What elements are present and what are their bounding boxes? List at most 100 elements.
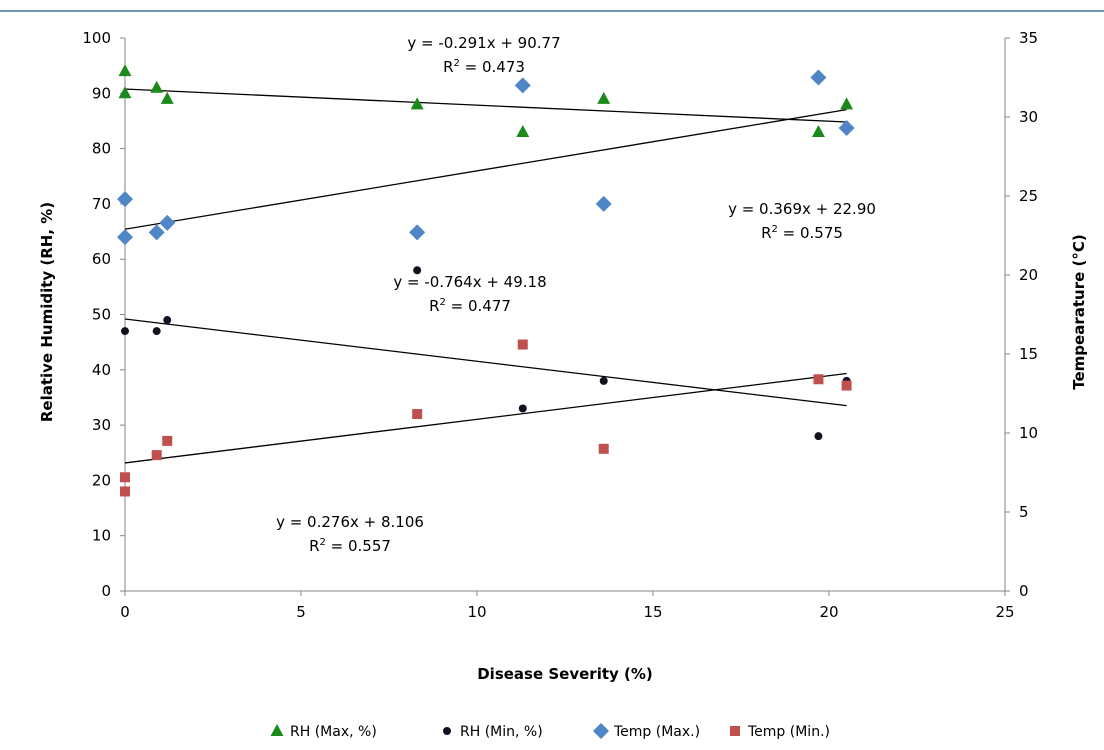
legend-marker-square [730,726,740,736]
r-squared-exponent: 2 [454,58,460,69]
r-squared-exponent: 2 [440,297,446,308]
data-point-square [120,472,130,483]
data-point-circle [599,376,608,385]
data-point-diamond [409,224,426,241]
y2-tick-label: 35 [1019,29,1038,47]
data-point-diamond [117,229,133,246]
legend-label: Temp (Min.) [747,724,830,740]
trendline-square [124,372,847,464]
y2-tick-label: 10 [1019,424,1038,442]
trendline-equation: y = 0.276x + 8.106 [276,513,424,531]
y-axis-title: Relative Humidity (RH, %) [38,202,56,422]
data-point-diamond [117,191,133,208]
data-point-diamond [159,214,176,231]
r-squared-exponent: 2 [320,537,326,548]
legend-label: RH (Min, %) [460,724,543,740]
y-tick-label: 0 [101,582,111,600]
trendline-triangle [124,88,847,123]
x-tick-label: 10 [467,603,486,621]
data-point-square [162,435,173,446]
data-point-triangle [410,97,424,110]
y-tick-label: 80 [92,140,111,158]
y-tick-label: 20 [92,471,111,489]
data-point-square [412,409,423,420]
x-tick-label: 15 [643,603,662,621]
y-tick-label: 90 [92,84,111,102]
r-squared-value: = 0.477 [446,297,511,315]
data-point-diamond [595,195,612,212]
data-point-circle [814,432,823,441]
r-squared-symbol: R [309,537,319,555]
data-point-square [841,380,852,391]
data-point-triangle [811,125,825,138]
data-point-circle [518,404,527,413]
y-tick-label: 30 [92,416,111,434]
r-squared-value: = 0.473 [460,58,525,76]
y2-tick-label: 20 [1019,266,1038,284]
legend-marker-diamond [593,723,609,739]
data-point-diamond [514,77,531,94]
x-tick-label: 20 [819,603,838,621]
data-point-triangle [150,80,164,93]
y-tick-label: 100 [82,29,111,47]
legend-marker-circle [443,727,451,735]
y2-tick-label: 30 [1019,108,1038,126]
data-point-diamond [838,120,855,137]
y-tick-label: 10 [92,527,111,545]
data-point-triangle [160,91,174,104]
y-tick-label: 40 [92,361,111,379]
x-tick-label: 0 [120,603,130,621]
y2-tick-label: 0 [1019,582,1029,600]
data-point-square [151,450,162,461]
data-point-triangle [118,86,132,99]
trendline-r-squared: R2 = 0.575 [761,224,843,242]
markers [117,64,855,497]
data-point-triangle [516,125,530,138]
legend-marker-triangle [270,724,284,736]
trendline-r-squared: R2 = 0.477 [429,297,511,315]
trendline-diamond [124,109,847,230]
r-squared-symbol: R [429,297,439,315]
x-tick-label: 5 [296,603,306,621]
axes: 0 5 10 15 20 25 0 10 20 30 40 50 60 70 80 90 100 0 5 10 15 20… [82,29,1038,621]
y-tick-label: 70 [92,195,111,213]
trendline-equation: y = -0.764x + 49.18 [393,273,546,291]
r-squared-symbol: R [443,58,453,76]
trendline-circle [124,318,847,407]
trendline-r-squared: R2 = 0.473 [443,58,525,76]
data-point-circle [413,266,422,275]
y2-tick-label: 15 [1019,345,1038,363]
legend: RH (Max, %) RH (Min, %) Temp (Max.) Temp (M… [270,723,830,740]
y-tick-label: 50 [92,306,111,324]
legend-label: Temp (Max.) [613,724,700,740]
data-point-triangle [118,64,132,77]
data-point-square [120,486,130,497]
data-point-circle [163,316,172,325]
trendline-equation: y = 0.369x + 22.90 [728,200,876,218]
data-point-square [598,443,609,454]
data-point-diamond [148,224,165,241]
data-point-square [813,374,824,385]
legend-label: RH (Max, %) [290,724,377,740]
y2-axis-title: Tempearature (°C) [1070,234,1088,389]
data-point-circle [152,327,161,336]
data-point-square [517,339,528,350]
y-tick-label: 60 [92,250,111,268]
data-point-circle [121,327,129,336]
data-point-triangle [840,97,854,110]
r-squared-symbol: R [761,224,771,242]
trendlines [124,88,847,464]
y2-tick-label: 25 [1019,187,1038,205]
trendline-r-squared: R2 = 0.557 [309,537,391,555]
y2-tick-label: 5 [1019,503,1029,521]
trendline-equation: y = -0.291x + 90.77 [407,34,560,52]
x-tick-label: 25 [995,603,1014,621]
x-axis-title: Disease Severity (%) [477,665,653,683]
r-squared-exponent: 2 [772,224,778,235]
r-squared-value: = 0.557 [326,537,391,555]
data-point-diamond [810,69,827,86]
r-squared-value: = 0.575 [778,224,843,242]
data-point-triangle [597,91,611,104]
